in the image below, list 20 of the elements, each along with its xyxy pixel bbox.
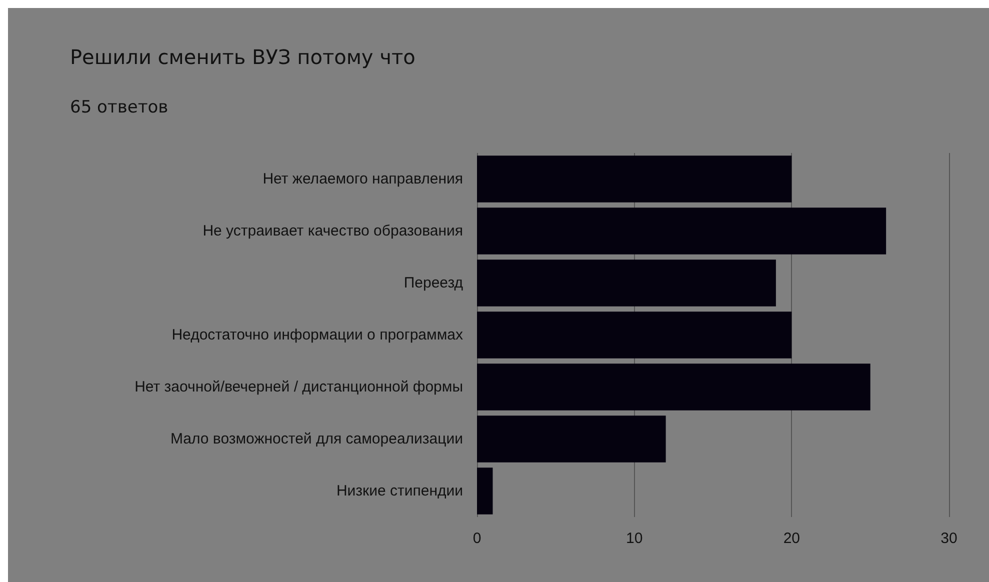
x-tick-label: 0 (472, 530, 482, 547)
text: 65 ответов (70, 98, 168, 118)
y-tick-label: Переезд (404, 274, 464, 292)
y-tick-label: Нет желаемого направления (262, 170, 463, 188)
text: Решили сменить ВУЗ потому что (70, 45, 416, 69)
x-tick-label: 20 (783, 530, 800, 547)
y-tick-label: Мало возможностей для самореализации (170, 430, 463, 448)
bar (477, 416, 666, 462)
x-tick-label: 10 (626, 530, 643, 547)
bar (477, 364, 870, 410)
y-tick-label: Недостаточно информации о программах (172, 326, 464, 344)
y-tick-label: Низкие стипендии (336, 482, 463, 500)
bar (477, 312, 792, 358)
bar (477, 208, 886, 254)
bar (477, 260, 776, 306)
bar (477, 156, 792, 202)
y-tick-label: Не устраивает качество образования (202, 222, 463, 240)
x-tick-label: 30 (940, 530, 958, 547)
y-tick-label: Нет заочной/вечерней / дистанционной формы (134, 378, 463, 396)
bar (477, 468, 493, 514)
